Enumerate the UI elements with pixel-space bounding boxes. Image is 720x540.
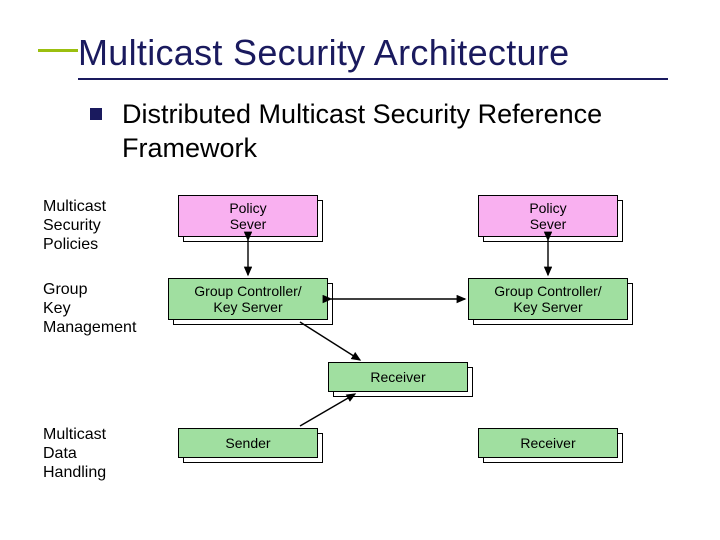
group-controller-right: Group Controller/ Key Server <box>468 278 628 320</box>
square-bullet-icon <box>90 108 102 120</box>
slide-title: Multicast Security Architecture <box>78 32 569 74</box>
row-label-keymgmt: Group Key Management <box>43 280 136 338</box>
sender-box: Sender <box>178 428 318 458</box>
row-label-policies: Multicast Security Policies <box>43 197 106 255</box>
receiver-middle: Receiver <box>328 362 468 392</box>
slide-subtitle: Distributed Multicast Security Reference… <box>122 98 700 166</box>
title-underline <box>78 78 668 80</box>
group-controller-left: Group Controller/ Key Server <box>168 278 328 320</box>
subtitle-row: Distributed Multicast Security Reference… <box>90 98 700 166</box>
slide-title-wrap: Multicast Security Architecture <box>78 32 569 74</box>
title-accent-line <box>38 49 78 52</box>
receiver-right: Receiver <box>478 428 618 458</box>
policy-server-left: Policy Sever <box>178 195 318 237</box>
policy-server-right: Policy Sever <box>478 195 618 237</box>
row-label-data: Multicast Data Handling <box>43 425 106 483</box>
